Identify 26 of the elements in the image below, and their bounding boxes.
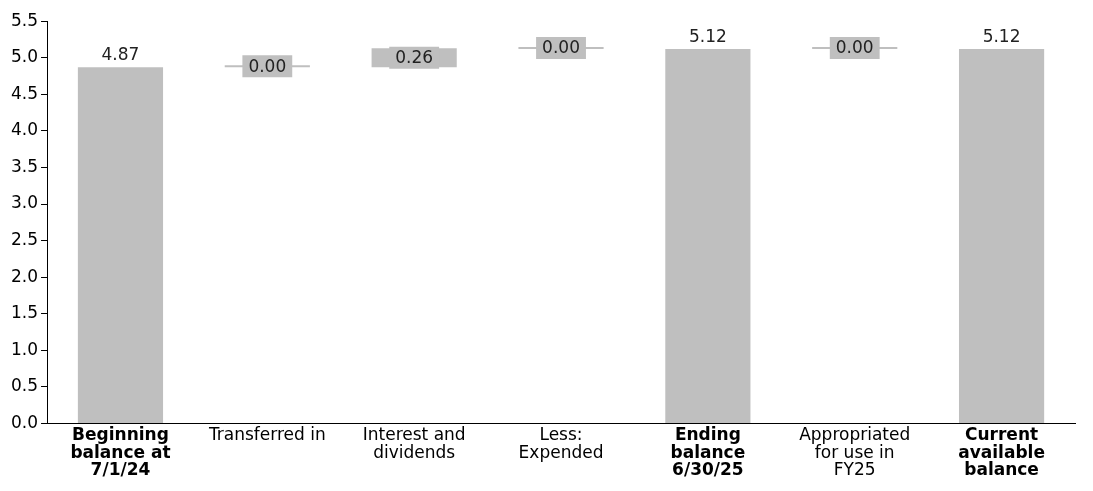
data-label: 0.00	[248, 55, 287, 76]
y-tick-label: 4.0	[10, 119, 39, 140]
data-label: 4.87	[101, 44, 140, 65]
x-tick-label: Current available balance	[958, 423, 1045, 480]
y-tick-label: 2.5	[10, 229, 39, 250]
data-label: 0.26	[395, 47, 434, 68]
x-tick-label: Appropriated for use in FY25	[799, 423, 911, 480]
x-tick-label: Beginning balance at 7/1/24	[70, 423, 171, 480]
y-tick-label: 4.5	[10, 82, 39, 103]
x-tick-label: Ending balance 6/30/25	[670, 423, 746, 480]
data-label: 0.00	[542, 37, 580, 58]
x-tick-label: Interest and dividends	[362, 423, 466, 462]
y-tick-label: 5.5	[10, 9, 39, 30]
y-tick-label: 0.0	[10, 411, 39, 432]
y-tick-label: 1.5	[10, 302, 39, 323]
y-tick-label: 0.5	[10, 375, 39, 396]
y-tick-label: 5.0	[10, 46, 39, 67]
data-label: 5.12	[688, 25, 727, 46]
y-tick-label: 3.0	[10, 192, 39, 213]
y-tick-label: 3.5	[10, 155, 39, 176]
y-tick-label: 1.0	[10, 338, 39, 359]
data-label: 5.12	[982, 25, 1021, 46]
x-tick-label: Less: Expended	[518, 423, 604, 462]
y-tick-label: 2.0	[10, 265, 39, 286]
data-label: 0.00	[835, 37, 874, 58]
x-tick-label: Transferred in	[207, 423, 326, 444]
